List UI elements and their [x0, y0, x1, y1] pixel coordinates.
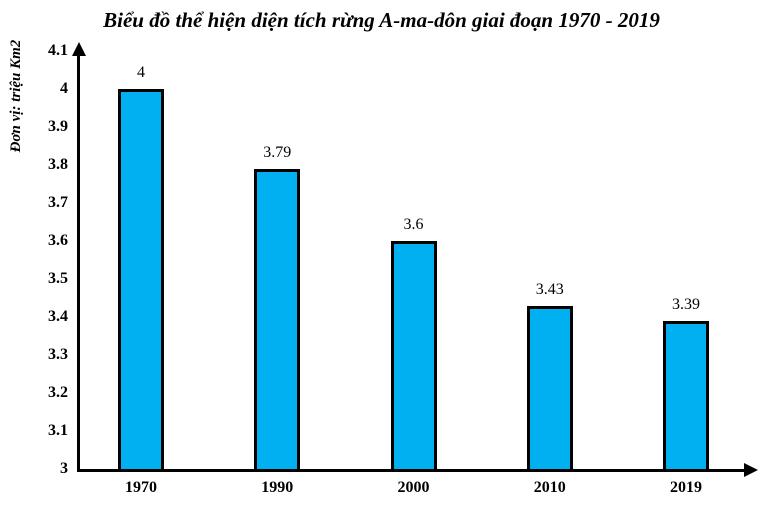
- x-tick-label: 1990: [261, 479, 294, 496]
- bar-1970: [118, 89, 164, 469]
- y-tick-label: 3.5: [48, 270, 68, 287]
- bar-2000: [390, 241, 437, 469]
- x-axis-line: [77, 469, 747, 472]
- bar-2019: [663, 320, 709, 469]
- y-tick-label: 3.6: [48, 232, 68, 249]
- x-tick-label: 2010: [533, 479, 566, 496]
- x-tick-label: 2019: [670, 479, 702, 496]
- y-axis-line: [77, 52, 80, 472]
- x-axis-arrow-icon: [744, 463, 758, 477]
- bar-value-label: 3.6: [403, 216, 424, 233]
- bar-2010: [526, 305, 573, 469]
- bar-value-label: 4: [137, 64, 145, 81]
- y-axis-arrow-icon: [72, 42, 86, 56]
- bar-value-label: 3.79: [263, 143, 292, 161]
- y-tick-label: 3.9: [48, 118, 68, 135]
- y-tick-label: 3.3: [48, 346, 68, 363]
- y-tick-label: 3.7: [48, 194, 68, 211]
- y-tick-label: 3.4: [48, 308, 68, 325]
- y-tick-label: 4.1: [48, 42, 68, 59]
- y-tick-label: 3: [60, 460, 68, 477]
- y-tick-label: 3.8: [48, 156, 68, 173]
- bar-1990: [254, 168, 301, 469]
- y-tick-label: 3.1: [48, 422, 68, 439]
- bar-value-label: 3.43: [535, 280, 564, 298]
- bar-value-label: 3.39: [672, 295, 700, 313]
- chart-title: Biểu đồ thể hiện diện tích rừng A-ma-dôn…: [103, 8, 660, 32]
- y-tick-label: 4: [60, 80, 68, 97]
- y-tick-label: 3.2: [48, 384, 68, 401]
- x-tick-label: 1970: [125, 479, 157, 496]
- x-tick-label: 2000: [397, 479, 430, 496]
